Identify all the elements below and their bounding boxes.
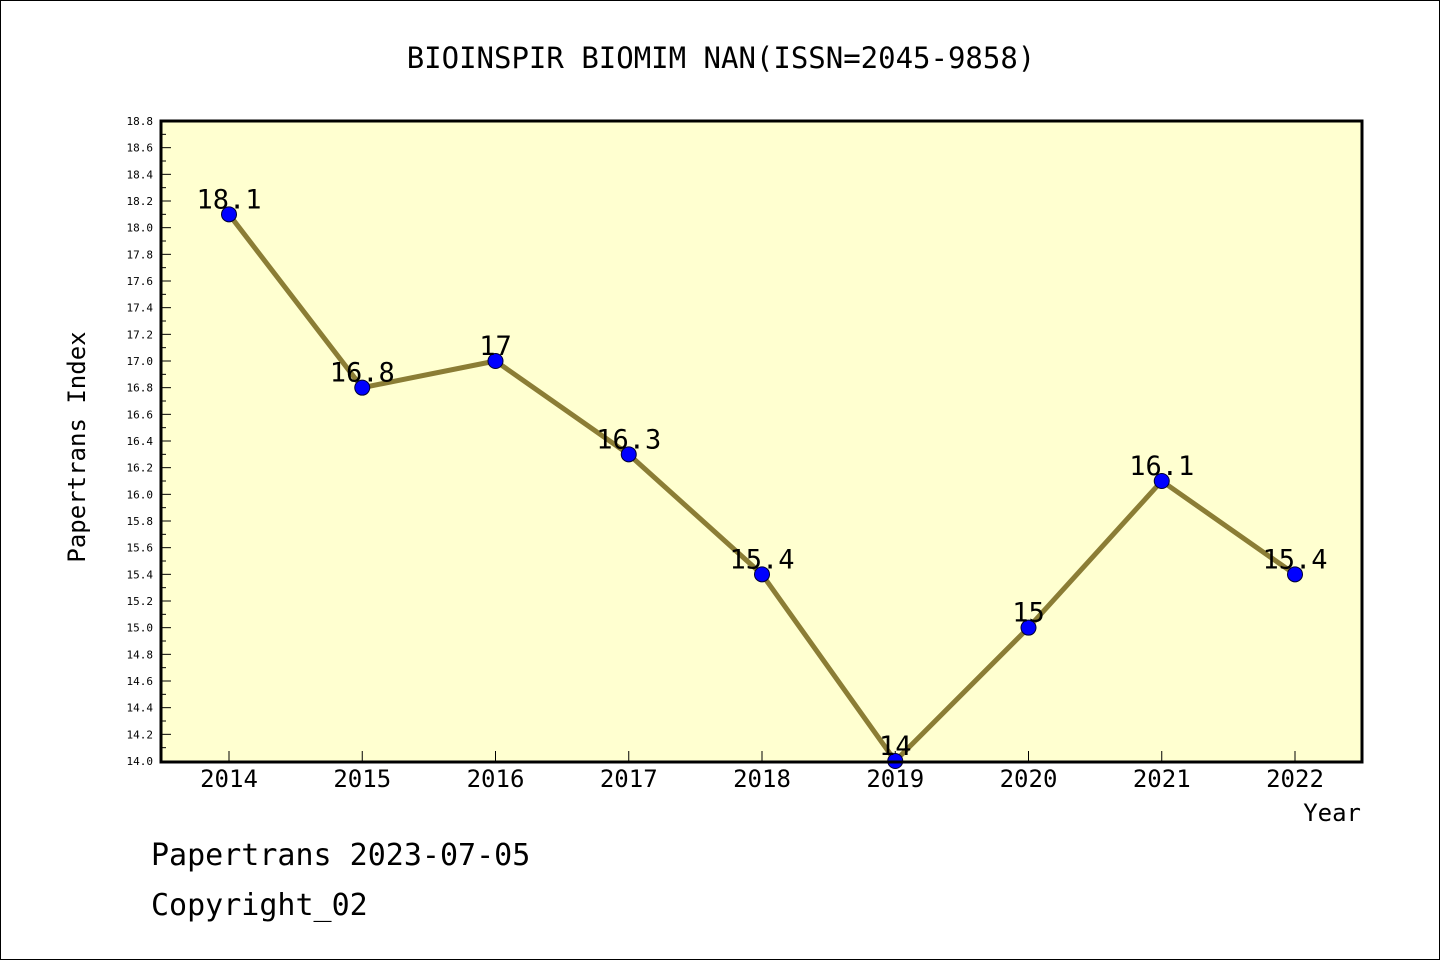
data-label: 18.1 xyxy=(196,184,261,215)
x-tick-label: 2020 xyxy=(1000,765,1058,793)
data-point xyxy=(754,566,770,583)
x-tick-label: 2017 xyxy=(600,765,658,793)
data-labels: 18.1 16.8 17 16.3 15.4 14 15 16.1 15.4 xyxy=(196,184,1327,762)
data-label: 16.1 xyxy=(1129,451,1194,482)
series-markers xyxy=(221,206,1303,769)
y-tick-label: 16.2 xyxy=(127,462,154,475)
data-point xyxy=(1287,566,1303,583)
data-label: 14 xyxy=(879,731,912,762)
y-tick-label: 15.2 xyxy=(127,595,154,608)
x-tick-label: 2021 xyxy=(1133,765,1191,793)
data-point xyxy=(487,353,504,369)
y-tick-label: 17.0 xyxy=(127,355,154,368)
y-tick-label: 18.8 xyxy=(127,115,154,128)
data-point xyxy=(354,379,371,396)
data-point xyxy=(1020,619,1037,636)
data-label: 16.8 xyxy=(330,358,395,389)
x-tick-label: 2014 xyxy=(200,765,258,793)
chart-title: BIOINSPIR BIOMIM NAN(ISSN=2045-9858) xyxy=(407,41,1036,75)
y-tick-label: 17.2 xyxy=(127,328,154,341)
x-axis-label: Year xyxy=(1303,799,1361,827)
data-label: 16.3 xyxy=(596,424,661,455)
y-tick-label: 14.6 xyxy=(127,675,154,688)
y-tick-label: 17.8 xyxy=(127,248,154,261)
data-point xyxy=(1153,473,1170,489)
x-tick-label: 2015 xyxy=(333,765,391,793)
data-point xyxy=(620,446,637,463)
y-tick-label: 15.8 xyxy=(127,515,154,528)
y-tick-label: 15.4 xyxy=(127,568,154,581)
y-tick-label: 16.6 xyxy=(127,408,154,421)
y-tick-label: 14.4 xyxy=(127,702,154,715)
plot-area xyxy=(161,121,1362,762)
y-tick-label: 18.4 xyxy=(127,168,154,181)
y-tick-label: 14.2 xyxy=(127,728,154,741)
y-tick-label: 17.4 xyxy=(127,302,154,315)
y-tick-label: 15.0 xyxy=(127,622,154,635)
y-tick-label: 16.4 xyxy=(127,435,154,448)
y-tick-label: 14.8 xyxy=(127,648,154,661)
x-tick-label: 2016 xyxy=(467,765,525,793)
y-tick-label: 16.8 xyxy=(127,382,154,395)
plot-border xyxy=(159,119,1364,764)
y-tick-label: 18.6 xyxy=(127,142,154,155)
y-tick-label: 14.0 xyxy=(127,755,154,768)
x-tick-label: 2019 xyxy=(866,765,924,793)
y-tick-label: 15.6 xyxy=(127,542,154,555)
x-tick-label: 2022 xyxy=(1266,765,1324,793)
data-point xyxy=(221,206,237,223)
footer-copyright: Copyright_02 xyxy=(151,888,368,923)
data-label: 17 xyxy=(479,331,512,362)
data-label: 15 xyxy=(1012,598,1045,629)
footer-date: Papertrans 2023-07-05 xyxy=(151,838,530,873)
x-axis-ticks: 2014 2015 2016 2017 2018 2019 2020 2021 2022 xyxy=(200,751,1324,793)
y-axis-ticks: 14.0 14.2 14.4 14.6 14.8 15.0 15.2 15.4 15.6 15.8… xyxy=(127,115,171,768)
x-tick-label: 2018 xyxy=(733,765,791,793)
y-tick-label: 18.0 xyxy=(127,222,154,235)
y-axis-label: Papertrans Index xyxy=(63,331,91,562)
y-tick-label: 16.0 xyxy=(127,488,154,501)
y-tick-label: 17.6 xyxy=(127,275,154,288)
data-label: 15.4 xyxy=(1262,544,1327,575)
data-label: 15.4 xyxy=(729,544,794,575)
y-tick-label: 18.2 xyxy=(127,195,154,208)
